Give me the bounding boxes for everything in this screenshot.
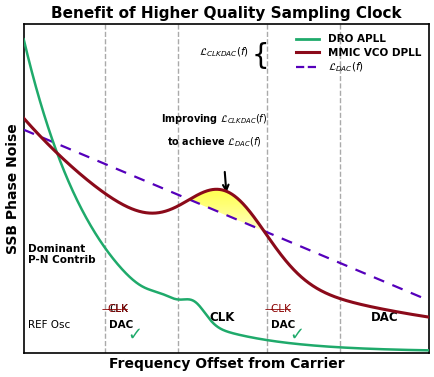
Text: CLK: CLK [209,311,235,323]
Text: CLK: CLK [108,304,128,314]
Text: DAC: DAC [270,320,295,330]
Text: ✓: ✓ [289,326,304,344]
Text: DAC: DAC [370,311,398,323]
Legend: DRO APLL, MMIC VCO DPLL, $\mathcal{L}_{DAC}(f)$: DRO APLL, MMIC VCO DPLL, $\mathcal{L}_{D… [293,31,423,77]
Text: ̶C̶L̶K̶: ̶C̶L̶K̶ [270,304,290,314]
Y-axis label: SSB Phase Noise: SSB Phase Noise [6,124,20,254]
Text: $\{$: $\{$ [250,40,266,71]
Text: Dominant
P-N Contrib: Dominant P-N Contrib [28,244,95,265]
Text: ✓: ✓ [127,326,142,344]
Text: DAC: DAC [108,320,133,330]
Title: Benefit of Higher Quality Sampling Clock: Benefit of Higher Quality Sampling Clock [51,6,401,21]
Text: Improving $\mathcal{L}_{CLKDAC}(f)$: Improving $\mathcal{L}_{CLKDAC}(f)$ [161,112,267,126]
Text: REF Osc: REF Osc [28,320,70,330]
X-axis label: Frequency Offset from Carrier: Frequency Offset from Carrier [108,357,344,371]
Text: to achieve $\mathcal{L}_{DAC}(f)$: to achieve $\mathcal{L}_{DAC}(f)$ [167,136,261,149]
Text: $\mathcal{L}_{CLKDAC}(f)$: $\mathcal{L}_{CLKDAC}(f)$ [198,46,248,59]
Text: ̶C̶L̶K̶: ̶C̶L̶K̶ [108,304,128,314]
